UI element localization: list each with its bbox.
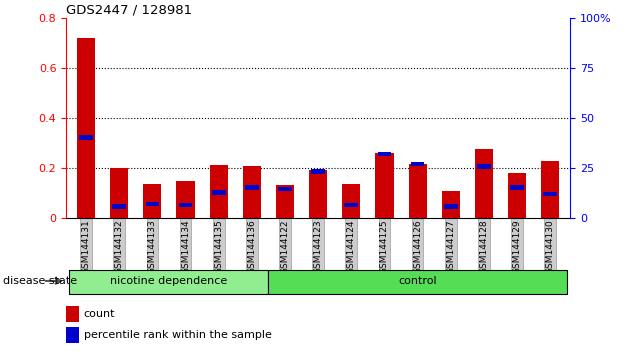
Bar bbox=[345, 203, 358, 207]
Bar bbox=[245, 185, 259, 190]
Bar bbox=[408, 164, 427, 218]
Bar bbox=[176, 182, 195, 218]
Bar bbox=[143, 184, 161, 218]
Bar bbox=[342, 184, 360, 218]
Bar bbox=[475, 149, 493, 218]
Bar bbox=[442, 192, 460, 218]
Bar bbox=[243, 166, 261, 218]
Bar bbox=[477, 164, 491, 169]
Bar bbox=[66, 327, 79, 343]
Text: GDS2447 / 128981: GDS2447 / 128981 bbox=[66, 4, 192, 17]
Text: nicotine dependence: nicotine dependence bbox=[110, 276, 227, 286]
Bar bbox=[110, 168, 129, 218]
Bar bbox=[510, 185, 524, 190]
Bar bbox=[66, 306, 79, 321]
Bar bbox=[146, 202, 159, 206]
Bar bbox=[276, 185, 294, 218]
Bar bbox=[541, 161, 559, 218]
Bar bbox=[544, 192, 557, 196]
Text: percentile rank within the sample: percentile rank within the sample bbox=[84, 330, 272, 341]
Bar bbox=[179, 203, 192, 207]
FancyBboxPatch shape bbox=[69, 270, 268, 294]
Text: count: count bbox=[84, 309, 115, 319]
Bar bbox=[278, 187, 292, 191]
FancyBboxPatch shape bbox=[268, 270, 567, 294]
Bar bbox=[444, 204, 457, 209]
Bar bbox=[508, 173, 526, 218]
Text: control: control bbox=[398, 276, 437, 286]
Bar bbox=[210, 165, 228, 218]
Bar bbox=[79, 136, 93, 140]
Bar bbox=[309, 170, 327, 218]
Bar bbox=[77, 38, 95, 218]
Bar bbox=[375, 153, 394, 218]
Text: disease state: disease state bbox=[3, 276, 77, 286]
Bar bbox=[311, 169, 325, 174]
Bar bbox=[411, 162, 425, 166]
Bar bbox=[112, 204, 126, 209]
Bar bbox=[377, 152, 391, 156]
Bar bbox=[212, 190, 226, 195]
